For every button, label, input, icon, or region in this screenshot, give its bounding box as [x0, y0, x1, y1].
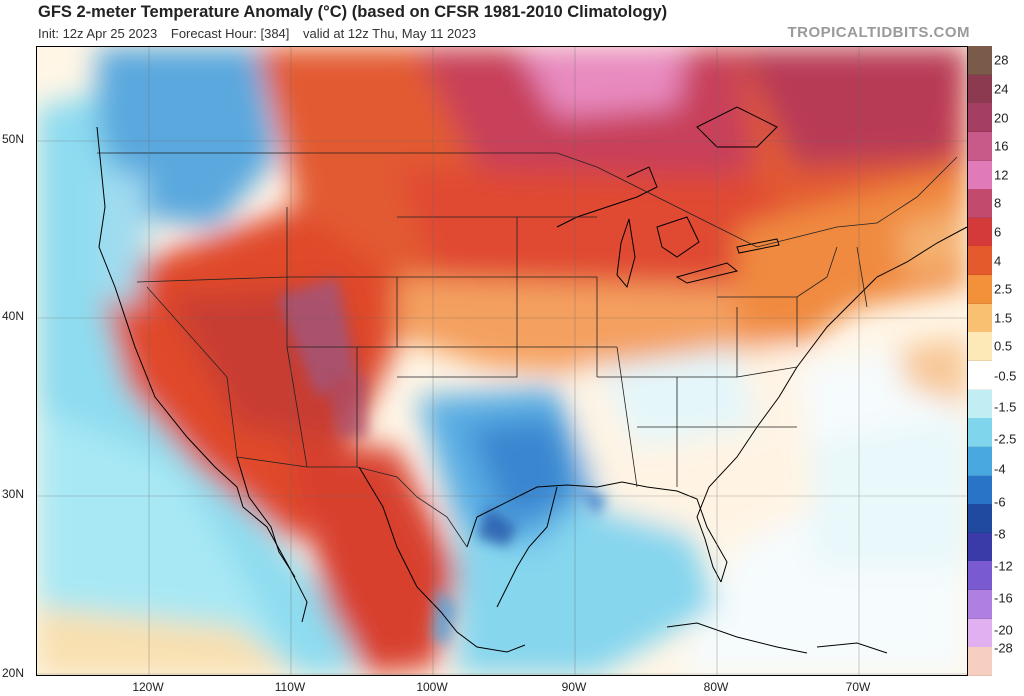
lake-ontario	[736, 238, 780, 254]
colorbar-cell	[968, 246, 992, 276]
colorbar-cell	[968, 332, 992, 362]
baja-coast	[236, 456, 296, 578]
lake-huron	[656, 216, 700, 258]
colorbar-label: 2.5	[994, 281, 1013, 297]
east-coast	[696, 226, 967, 583]
colorbar-label: -28	[994, 640, 1013, 656]
forecast-hour: Forecast Hour: [384]	[170, 26, 290, 41]
colorbar-label: -0.5	[994, 368, 1017, 384]
colorbar-cell	[968, 618, 992, 648]
colorbar-label: -20	[994, 622, 1013, 638]
anomaly-detail	[277, 277, 607, 647]
colorbar-cell	[968, 418, 992, 448]
lon-label: 70W	[845, 680, 871, 694]
colorbar-label: -4	[994, 461, 1006, 477]
coastlines	[96, 106, 967, 654]
colorbar-cell	[968, 590, 992, 620]
lake-michigan	[616, 218, 636, 289]
colorbar-label: 4	[994, 253, 1002, 269]
colorbar-cell	[968, 475, 992, 505]
colorbar-cell	[968, 647, 992, 677]
colorbar-label: 20	[994, 110, 1009, 126]
colorbar-label: 0.5	[994, 338, 1013, 354]
borders	[97, 152, 958, 548]
us-canada-border	[97, 152, 958, 248]
colorbar-cell	[968, 217, 992, 247]
colorbar-cell	[968, 361, 992, 390]
colorbar-cell	[968, 103, 992, 133]
colorbar-label: -1.5	[994, 399, 1017, 415]
state-line-7	[517, 216, 617, 377]
lon-label: 110W	[274, 680, 306, 694]
colorbar-cell	[968, 189, 992, 219]
brand-watermark: TROPICALTIDBITS.COM	[787, 24, 970, 41]
hudson-bay-edge	[696, 106, 778, 148]
lat-label: 40N	[2, 309, 25, 323]
lat-label: 50N	[2, 132, 25, 146]
lake-erie	[675, 262, 739, 284]
colorbar-label: 1.5	[994, 310, 1013, 326]
west-coast	[96, 126, 308, 623]
lon-label: 120W	[132, 680, 164, 694]
colorbar-cell	[968, 74, 992, 104]
gulf-coast	[466, 481, 728, 583]
mexico-gulf-coast	[496, 486, 558, 608]
state-line-2	[146, 286, 238, 458]
colorbar-label: -8	[994, 526, 1006, 542]
state-line-8	[597, 346, 797, 488]
colorbar-cell	[968, 160, 992, 190]
colorbar-label: 6	[994, 224, 1002, 240]
init-time: Init: 12z Apr 25 2023	[38, 26, 158, 41]
lat-label: 20N	[2, 666, 25, 680]
colorbar-cell	[968, 275, 992, 305]
map-title: GFS 2-meter Temperature Anomaly (°C) (ba…	[38, 3, 668, 21]
hispaniola	[816, 642, 888, 654]
colorbar-label: -16	[994, 590, 1013, 606]
colorbar-label: -2.5	[994, 431, 1017, 447]
valid-time: valid at 12z Thu, May 11 2023	[303, 26, 476, 41]
colorbar-cell	[968, 46, 992, 75]
lat-label: 30N	[2, 487, 25, 501]
colorbar-label: 28	[994, 52, 1009, 68]
graticule	[37, 47, 967, 675]
colorbar-cell	[968, 532, 992, 562]
state-line-4	[286, 346, 308, 468]
forecast-info: Init: 12z Apr 25 2023 Forecast Hour: [38…	[38, 26, 486, 41]
colorbar-label: 16	[994, 138, 1009, 154]
state-line-10	[796, 246, 868, 347]
colorbar-legend: 28 24 20 16 12 8 6 4 2.5 1.5 0.5 -0.5 -1…	[968, 46, 1024, 677]
colorbar-label: -6	[994, 494, 1006, 510]
colorbar-cell	[968, 504, 992, 534]
cuba	[666, 622, 808, 654]
colorbar-label: 8	[994, 195, 1002, 211]
colorbar-cell	[968, 389, 992, 419]
colorbar-label: 24	[994, 81, 1009, 97]
colorbar-cell	[968, 131, 992, 161]
lon-label: 90W	[561, 680, 587, 694]
mexico-pacific-coast	[358, 466, 526, 653]
colorbar-label: -12	[994, 558, 1013, 574]
anomaly-map	[36, 46, 968, 676]
lon-label: 100W	[416, 680, 448, 694]
colorbar-cell	[968, 446, 992, 476]
colorbar-label: 12	[994, 167, 1009, 183]
colorbar-cell	[968, 303, 992, 333]
map-canvas	[37, 47, 967, 675]
colorbar-cell	[968, 561, 992, 591]
header: GFS 2-meter Temperature Anomaly (°C) (ba…	[0, 0, 1024, 46]
lon-label: 80W	[703, 680, 729, 694]
